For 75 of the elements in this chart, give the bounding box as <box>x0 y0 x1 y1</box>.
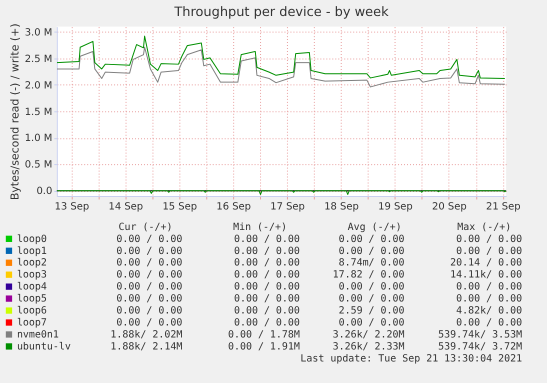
text: 0.00 / 0.00 <box>234 270 300 281</box>
text: 4.82k/ 0.00 <box>456 306 522 317</box>
text: 0.00 / 1.78M <box>228 329 300 340</box>
x-tick-label: 14 Sep <box>108 201 144 212</box>
x-tick-label: 16 Sep <box>216 201 251 212</box>
text: 0.00 / 0.00 <box>116 282 182 293</box>
text: 0.00 / 0.00 <box>338 282 405 293</box>
text: 0.00 / 0.00 <box>234 318 300 329</box>
text: 3.26k/ 2.20M <box>332 329 405 340</box>
y-tick-label: 0.5 M <box>24 160 52 171</box>
legend-label: loop1 <box>16 246 47 257</box>
text: Min (-/+) <box>233 222 288 233</box>
text: 0.00 / 0.00 <box>234 282 300 293</box>
y-tick-label: 0.0 <box>36 186 52 198</box>
text: 14.11k/ 0.00 <box>450 270 522 281</box>
text: 0.00 / 0.00 <box>338 318 405 329</box>
text: Last update: Tue Sep 21 13:30:04 2021 <box>300 353 522 364</box>
text: 0.00 / 0.00 <box>234 258 300 269</box>
text: 0.00 / 0.00 <box>338 294 405 305</box>
text: 0.00 / 0.00 <box>116 270 182 281</box>
y-tick-label: 1.0 M <box>24 133 52 144</box>
text: Max (-/+) <box>457 222 512 233</box>
legend-label: loop4 <box>16 282 47 293</box>
legend-label: nvme0n1 <box>16 329 59 340</box>
text: 0.00 / 0.00 <box>456 282 522 293</box>
text: 0.00 / 0.00 <box>338 234 405 245</box>
x-tick-label: 15 Sep <box>162 201 198 212</box>
text: 0.00 / 0.00 <box>456 246 522 257</box>
y-tick-label: 1.5 M <box>24 106 52 118</box>
text: 0.00 / 0.00 <box>338 246 405 257</box>
x-tick-label: 20 Sep <box>432 201 467 212</box>
text: 0.00 / 1.91M <box>228 341 300 352</box>
text: 17.82 / 0.00 <box>332 270 405 281</box>
text: 1.88k/ 2.02M <box>110 329 182 340</box>
text: 0.00 / 0.00 <box>456 234 522 245</box>
text: 0.00 / 0.00 <box>116 306 182 317</box>
legend-label: loop5 <box>16 294 47 305</box>
text: 2.59 / 0.00 <box>338 306 405 317</box>
text: 539.74k/ 3.72M <box>438 341 522 352</box>
y-axis-title: Bytes/second read (-) / write (+) <box>8 23 22 200</box>
text: 0.00 / 0.00 <box>234 306 300 317</box>
text: 0.00 / 0.00 <box>456 294 522 305</box>
text: 0.00 / 0.00 <box>116 258 182 269</box>
legend-label: loop6 <box>16 306 47 317</box>
text: Avg (-/+) <box>348 222 402 233</box>
text: Cur (-/+) <box>118 222 172 233</box>
legend-label: ubuntu-lv <box>16 341 71 352</box>
line-series <box>56 36 506 79</box>
y-tick-label: 2.0 M <box>24 80 52 92</box>
chart-title: Throughput per device - by week <box>173 4 390 20</box>
text: 539.74k/ 3.53M <box>438 329 522 340</box>
x-tick-label: 21 Sep <box>486 201 521 212</box>
text: 0.00 / 0.00 <box>116 234 182 245</box>
y-tick-label: 3.0 M <box>24 27 52 38</box>
y-tick-label: 2.5 M <box>24 54 52 65</box>
text: 0.00 / 0.00 <box>116 294 182 305</box>
x-tick-label: 17 Sep <box>270 201 305 212</box>
x-tick-label: 18 Sep <box>324 201 359 212</box>
text: 0.00 / 0.00 <box>116 246 182 257</box>
legend-label: loop7 <box>16 318 47 329</box>
text: 8.74m/ 0.00 <box>338 258 405 269</box>
x-tick-label: 13 Sep <box>54 201 90 212</box>
text: 0.00 / 0.00 <box>234 234 300 245</box>
line-series <box>56 46 506 88</box>
text: 0.00 / 0.00 <box>456 318 522 329</box>
legend-label: loop2 <box>16 258 47 269</box>
legend-label: loop0 <box>16 234 47 245</box>
text: 20.14 / 0.00 <box>450 258 522 269</box>
text: 0.00 / 0.00 <box>234 294 300 305</box>
text: 0.00 / 0.00 <box>234 246 300 257</box>
text: 1.88k/ 2.14M <box>110 341 182 352</box>
text: 0.00 / 0.00 <box>116 318 182 329</box>
legend-label: loop3 <box>16 270 47 281</box>
x-tick-label: 19 Sep <box>378 201 413 212</box>
text: 3.26k/ 2.33M <box>332 341 405 352</box>
